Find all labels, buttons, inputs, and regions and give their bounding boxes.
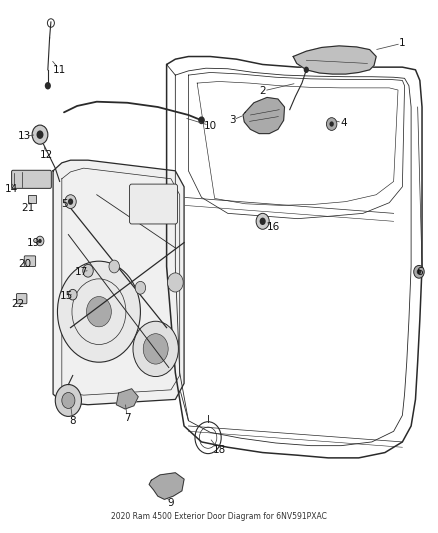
Circle shape xyxy=(109,260,120,273)
Polygon shape xyxy=(53,160,184,405)
Text: 6: 6 xyxy=(417,267,423,277)
Text: 10: 10 xyxy=(204,120,217,131)
Text: 21: 21 xyxy=(21,203,35,213)
FancyBboxPatch shape xyxy=(24,256,35,266)
Text: 12: 12 xyxy=(40,150,53,160)
Text: 13: 13 xyxy=(18,131,32,141)
Circle shape xyxy=(326,118,337,131)
Circle shape xyxy=(83,264,93,277)
Polygon shape xyxy=(149,473,184,499)
Text: 2: 2 xyxy=(259,86,266,96)
Circle shape xyxy=(38,239,42,243)
Circle shape xyxy=(36,236,44,246)
Circle shape xyxy=(135,281,146,294)
Text: 17: 17 xyxy=(75,267,88,277)
FancyBboxPatch shape xyxy=(16,294,27,304)
Circle shape xyxy=(32,125,48,144)
Bar xyxy=(28,195,36,203)
Circle shape xyxy=(199,117,204,124)
Circle shape xyxy=(133,321,178,376)
Circle shape xyxy=(260,217,266,225)
Circle shape xyxy=(86,296,111,327)
Circle shape xyxy=(36,131,43,139)
Text: 7: 7 xyxy=(124,413,131,423)
Circle shape xyxy=(329,122,334,127)
Circle shape xyxy=(68,289,77,300)
Circle shape xyxy=(167,273,183,292)
Polygon shape xyxy=(243,98,285,134)
Text: 9: 9 xyxy=(168,498,174,508)
Text: 4: 4 xyxy=(340,118,347,128)
Circle shape xyxy=(68,198,73,205)
Text: 16: 16 xyxy=(267,222,280,232)
FancyBboxPatch shape xyxy=(130,184,177,224)
Text: 20: 20 xyxy=(18,259,31,269)
FancyBboxPatch shape xyxy=(12,170,51,188)
Text: 18: 18 xyxy=(212,445,226,455)
Circle shape xyxy=(55,384,81,416)
Text: 11: 11 xyxy=(53,65,66,75)
Text: 22: 22 xyxy=(11,298,25,309)
Text: 1: 1 xyxy=(399,38,406,48)
Circle shape xyxy=(304,67,309,73)
Circle shape xyxy=(62,392,75,408)
Polygon shape xyxy=(293,46,376,74)
Text: 19: 19 xyxy=(27,238,40,247)
Text: 2020 Ram 4500 Exterior Door Diagram for 6NV591PXAC: 2020 Ram 4500 Exterior Door Diagram for … xyxy=(111,512,327,521)
Text: 14: 14 xyxy=(5,184,18,195)
Text: 8: 8 xyxy=(69,416,76,426)
Circle shape xyxy=(143,334,168,364)
Circle shape xyxy=(65,195,76,208)
Circle shape xyxy=(414,265,424,278)
Circle shape xyxy=(45,82,51,90)
Circle shape xyxy=(417,269,421,274)
Circle shape xyxy=(256,213,269,229)
Circle shape xyxy=(57,261,141,362)
Text: 15: 15 xyxy=(60,290,73,301)
Polygon shape xyxy=(117,389,138,409)
Text: 3: 3 xyxy=(229,115,235,125)
Text: 5: 5 xyxy=(61,199,67,209)
